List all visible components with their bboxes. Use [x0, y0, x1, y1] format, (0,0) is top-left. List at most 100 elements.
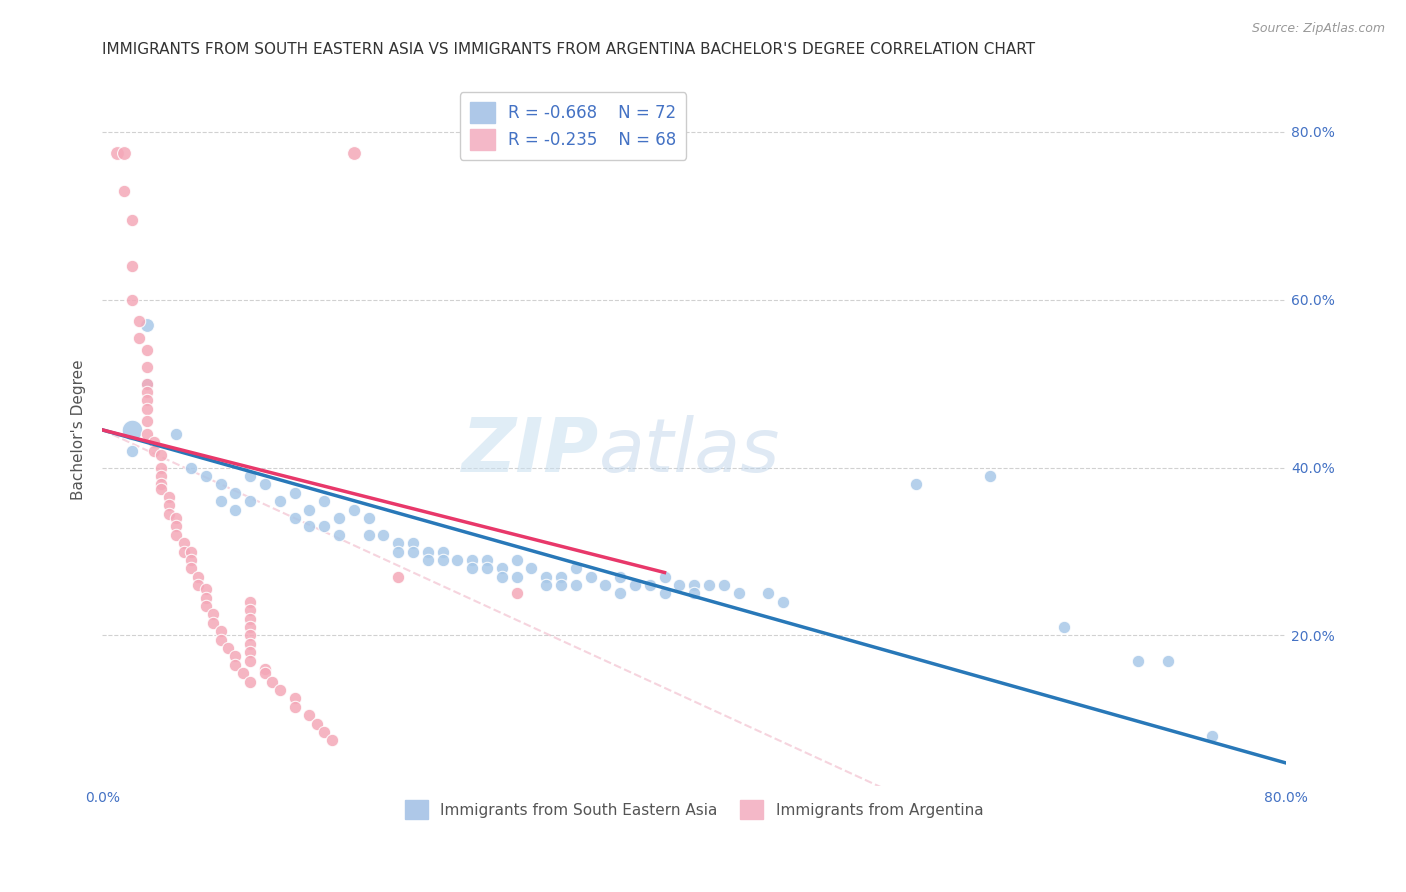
- Point: [1156, 654, 1178, 668]
- Point: [135, 359, 157, 374]
- Point: [253, 666, 276, 681]
- Point: [209, 632, 232, 647]
- Point: [135, 318, 157, 332]
- Point: [1053, 620, 1076, 634]
- Point: [180, 553, 202, 567]
- Point: [165, 427, 187, 442]
- Point: [373, 527, 395, 541]
- Point: [387, 536, 409, 550]
- Point: [121, 213, 143, 227]
- Point: [343, 145, 366, 160]
- Point: [321, 733, 343, 747]
- Point: [135, 343, 157, 358]
- Point: [105, 145, 128, 160]
- Point: [475, 561, 498, 575]
- Point: [150, 460, 173, 475]
- Point: [328, 527, 350, 541]
- Point: [520, 561, 543, 575]
- Point: [209, 477, 232, 491]
- Point: [239, 654, 262, 668]
- Point: [239, 637, 262, 651]
- Point: [112, 145, 135, 160]
- Point: [135, 427, 157, 442]
- Point: [224, 502, 246, 516]
- Point: [224, 657, 246, 672]
- Point: [135, 393, 157, 408]
- Point: [209, 494, 232, 508]
- Point: [1126, 654, 1149, 668]
- Point: [128, 314, 150, 328]
- Point: [432, 553, 454, 567]
- Point: [713, 578, 735, 592]
- Point: [314, 519, 336, 533]
- Point: [239, 603, 262, 617]
- Point: [112, 184, 135, 198]
- Text: ZIP: ZIP: [463, 415, 599, 488]
- Point: [165, 519, 187, 533]
- Point: [357, 527, 380, 541]
- Point: [668, 578, 690, 592]
- Point: [224, 649, 246, 664]
- Point: [461, 553, 484, 567]
- Point: [491, 561, 513, 575]
- Point: [432, 544, 454, 558]
- Point: [239, 620, 262, 634]
- Point: [209, 624, 232, 639]
- Text: Source: ZipAtlas.com: Source: ZipAtlas.com: [1251, 22, 1385, 36]
- Point: [609, 586, 631, 600]
- Point: [475, 553, 498, 567]
- Point: [165, 511, 187, 525]
- Point: [150, 448, 173, 462]
- Point: [143, 435, 166, 450]
- Text: atlas: atlas: [599, 416, 780, 487]
- Point: [135, 401, 157, 416]
- Point: [150, 482, 173, 496]
- Point: [284, 691, 307, 706]
- Point: [654, 586, 676, 600]
- Point: [284, 699, 307, 714]
- Point: [298, 519, 321, 533]
- Point: [638, 578, 661, 592]
- Point: [239, 469, 262, 483]
- Point: [194, 599, 217, 613]
- Point: [446, 553, 468, 567]
- Point: [416, 553, 439, 567]
- Point: [202, 607, 225, 622]
- Point: [180, 544, 202, 558]
- Point: [284, 485, 307, 500]
- Point: [609, 570, 631, 584]
- Point: [173, 536, 195, 550]
- Point: [135, 414, 157, 428]
- Legend: Immigrants from South Eastern Asia, Immigrants from Argentina: Immigrants from South Eastern Asia, Immi…: [399, 795, 990, 825]
- Point: [143, 443, 166, 458]
- Point: [357, 511, 380, 525]
- Point: [505, 553, 527, 567]
- Point: [491, 570, 513, 584]
- Point: [194, 469, 217, 483]
- Point: [135, 385, 157, 400]
- Point: [239, 595, 262, 609]
- Point: [772, 595, 794, 609]
- Point: [305, 716, 328, 731]
- Point: [298, 502, 321, 516]
- Point: [654, 570, 676, 584]
- Point: [180, 561, 202, 575]
- Point: [298, 708, 321, 723]
- Point: [683, 586, 706, 600]
- Point: [697, 578, 720, 592]
- Point: [269, 494, 291, 508]
- Point: [135, 376, 157, 391]
- Point: [756, 586, 779, 600]
- Point: [387, 544, 409, 558]
- Point: [165, 527, 187, 541]
- Point: [173, 544, 195, 558]
- Point: [505, 586, 527, 600]
- Point: [121, 423, 143, 437]
- Point: [402, 544, 425, 558]
- Point: [595, 578, 617, 592]
- Point: [239, 674, 262, 689]
- Point: [534, 570, 557, 584]
- Point: [343, 502, 366, 516]
- Point: [461, 561, 484, 575]
- Point: [150, 477, 173, 491]
